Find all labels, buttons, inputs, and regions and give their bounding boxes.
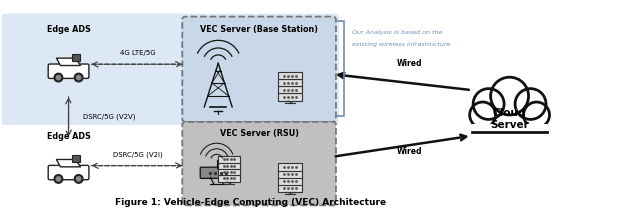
- Text: DSRC/5G (V2I): DSRC/5G (V2I): [113, 151, 162, 158]
- FancyBboxPatch shape: [278, 163, 302, 171]
- FancyBboxPatch shape: [472, 124, 548, 136]
- Circle shape: [76, 177, 81, 181]
- Circle shape: [523, 102, 550, 128]
- Text: VEC Server (RSU): VEC Server (RSU): [219, 129, 299, 138]
- Circle shape: [469, 102, 495, 128]
- Text: VEC Server (Base Station): VEC Server (Base Station): [200, 25, 318, 33]
- Circle shape: [74, 175, 83, 183]
- FancyBboxPatch shape: [278, 177, 302, 185]
- Circle shape: [57, 75, 60, 80]
- FancyBboxPatch shape: [183, 122, 336, 205]
- FancyBboxPatch shape: [278, 79, 302, 86]
- Circle shape: [54, 73, 63, 82]
- Circle shape: [74, 73, 83, 82]
- Text: Edge ADS: Edge ADS: [46, 132, 90, 141]
- FancyBboxPatch shape: [278, 170, 302, 178]
- Text: 4G LTE/5G: 4G LTE/5G: [120, 50, 155, 56]
- FancyBboxPatch shape: [278, 93, 302, 100]
- Text: Edge ADS: Edge ADS: [46, 25, 90, 33]
- Circle shape: [54, 175, 63, 183]
- FancyBboxPatch shape: [183, 17, 336, 122]
- FancyBboxPatch shape: [72, 155, 81, 162]
- FancyBboxPatch shape: [472, 110, 548, 132]
- FancyBboxPatch shape: [200, 167, 236, 178]
- FancyBboxPatch shape: [72, 54, 81, 61]
- FancyBboxPatch shape: [278, 184, 302, 192]
- FancyBboxPatch shape: [218, 175, 240, 182]
- Text: existing wireless infrastructure: existing wireless infrastructure: [352, 42, 450, 47]
- Text: DSRC/5G (V2V): DSRC/5G (V2V): [83, 114, 135, 120]
- Text: Cloud
Server: Cloud Server: [490, 108, 529, 130]
- Text: Wired: Wired: [397, 59, 422, 68]
- FancyBboxPatch shape: [278, 72, 302, 79]
- Text: Figure 1: Vehicle-Edge Computing (VEC) Architecture: Figure 1: Vehicle-Edge Computing (VEC) A…: [114, 198, 385, 207]
- Text: Wired: Wired: [397, 147, 422, 156]
- FancyBboxPatch shape: [278, 86, 302, 93]
- Circle shape: [76, 75, 81, 80]
- Text: Our Analysis is based on the: Our Analysis is based on the: [352, 31, 442, 35]
- Circle shape: [57, 177, 60, 181]
- Circle shape: [515, 89, 546, 119]
- FancyBboxPatch shape: [218, 156, 240, 163]
- Circle shape: [490, 77, 529, 115]
- FancyBboxPatch shape: [48, 64, 89, 78]
- FancyBboxPatch shape: [218, 162, 240, 169]
- FancyBboxPatch shape: [48, 165, 89, 180]
- FancyBboxPatch shape: [2, 14, 339, 125]
- Circle shape: [473, 89, 504, 119]
- FancyBboxPatch shape: [218, 169, 240, 176]
- Polygon shape: [57, 58, 81, 66]
- Polygon shape: [57, 159, 81, 167]
